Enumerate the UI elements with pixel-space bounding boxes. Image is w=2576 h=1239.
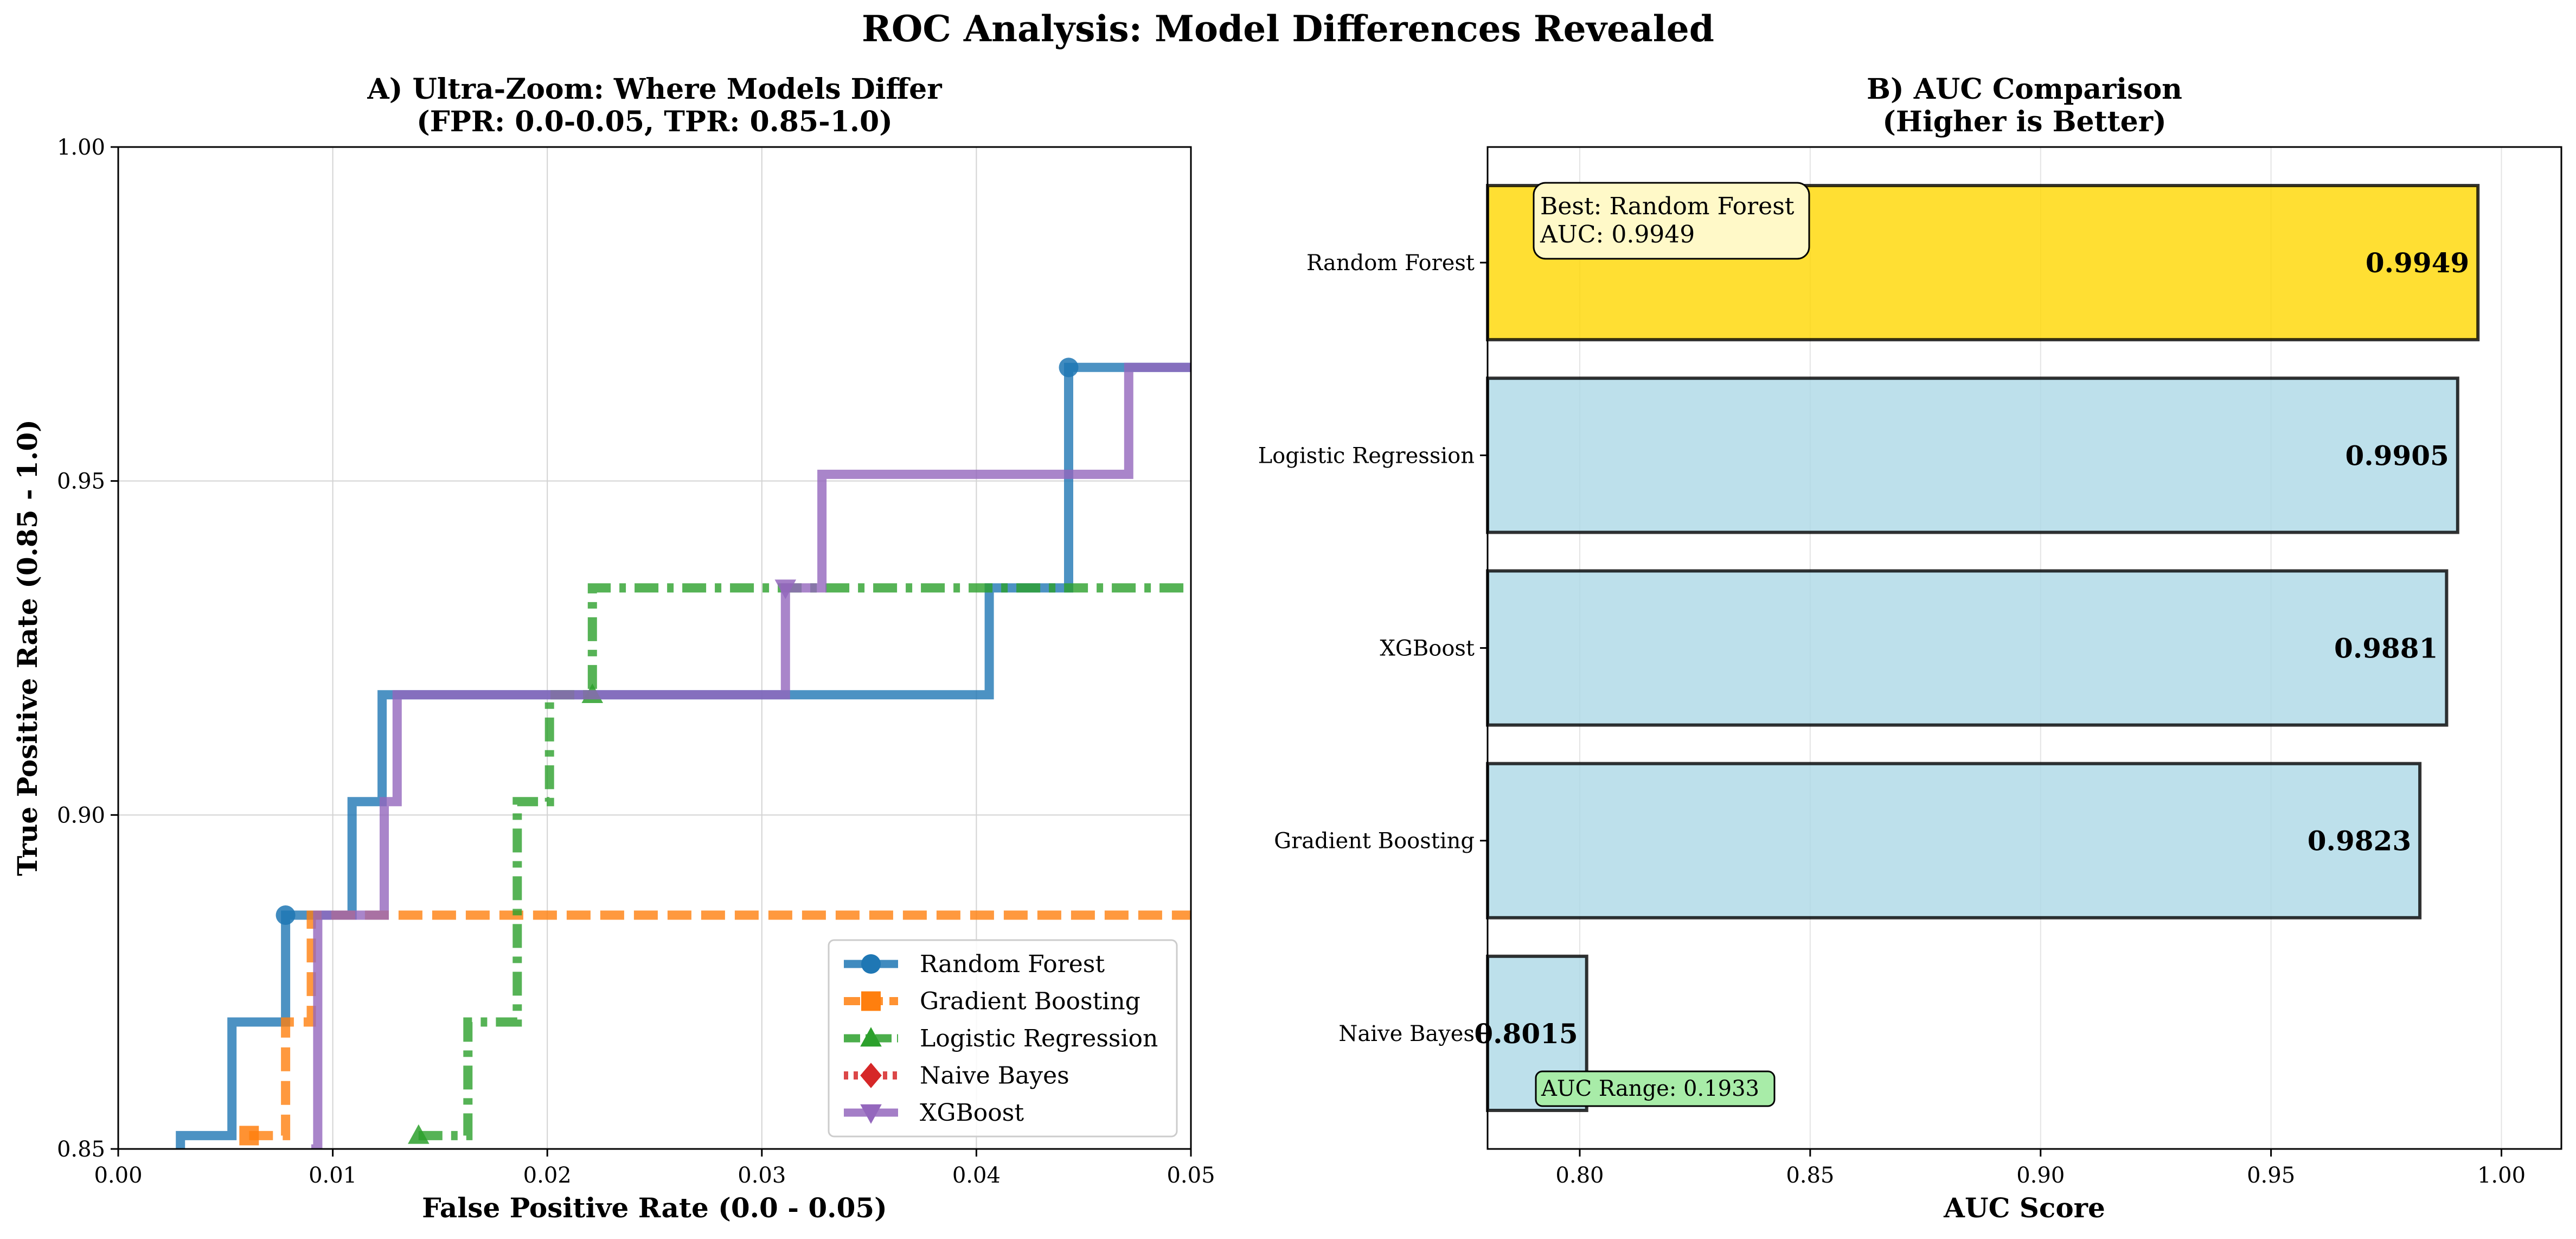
roc-marker-random-forest [275,905,296,925]
y-tick-label: 0.85 [57,1137,105,1162]
best-model-callout-text: Best: Random Forest [1540,193,1795,220]
x-tick-label: 0.01 [309,1163,357,1188]
roc-x-axis-label: False Positive Rate (0.0 - 0.05) [422,1192,887,1224]
roc-marker-gradient-boosting [239,1126,259,1146]
roc-curve-random-forest [176,362,1191,1149]
roc-y-axis-label: True Positive Rate (0.85 - 1.0) [11,419,43,876]
auc-bar-logistic-regression [1486,376,2459,534]
legend-marker-xgboost [860,1104,882,1124]
roc-plot-frame [117,146,1192,1150]
x-tick-label: 1.00 [2477,1163,2526,1188]
auc-comparison-panel: B) AUC Comparison (Higher is Better) 0.99… [1258,73,2562,1224]
roc-curve-xgboost [311,362,1191,1149]
title-line: A) Ultra-Zoom: Where Models Differ [367,73,942,106]
auc-range-callout-box [1535,1070,1776,1107]
legend-label-logistic-regression: Logistic Regression [920,1025,1158,1052]
legend-marker-logistic-regression [860,1027,882,1047]
best-model-callout-text: AUC: 0.9949 [1540,221,1695,248]
x-tick-label: 0.95 [2247,1163,2295,1188]
auc-range-callout-text: AUC Range: 0.1933 [1541,1076,1759,1101]
x-tick-label: 0.80 [1555,1163,1604,1188]
legend-label-xgboost: XGBoost [920,1099,1024,1127]
title-line: B) AUC Comparison [1867,73,2182,106]
y-tick-label: Logistic Regression [1258,443,1475,468]
roc-axis-ticks: 0.00 0.01 0.02 0.03 0.04 0.05 0.85 0.90 0.95 1.00 [57,135,1215,1188]
y-tick-label: 1.00 [57,135,105,160]
roc-marker-logistic-regression [408,1124,430,1144]
auc-value-label: 0.8015 [1474,1018,1578,1050]
roc-marker-xgboost [774,579,797,599]
auc-bar-xgboost [1486,569,2449,727]
legend-label-naive-bayes: Naive Bayes [920,1062,1069,1090]
x-tick-label: 0.03 [738,1163,786,1188]
x-tick-label: 0.85 [1786,1163,1834,1188]
auc-value-label: 0.9905 [2345,439,2449,471]
roc-curves [176,357,1191,1149]
y-tick-label: XGBoost [1380,636,1475,661]
y-tick-label: Random Forest [1306,251,1475,276]
roc-panel-title: A) Ultra-Zoom: Where Models Differ (FPR: … [367,73,942,138]
y-tick-label: 0.90 [57,803,105,828]
roc-zoom-panel: A) Ultra-Zoom: Where Models Differ (FPR: … [11,73,1215,1224]
legend-label-random-forest: Random Forest [920,950,1105,978]
legend-marker-random-forest [861,954,881,974]
x-tick-label: 0.90 [2016,1163,2065,1188]
auc-bar-gradient-boosting [1486,762,2422,919]
figure-title: ROC Analysis: Model Differences Revealed [862,8,1714,50]
legend-frame [828,939,1178,1138]
roc-marker-random-forest [1059,357,1079,378]
auc-panel-title: B) AUC Comparison (Higher is Better) [1867,73,2182,138]
x-tick-label: 0.05 [1167,1163,1215,1188]
auc-bars: 0.9949 0.9905 0.9881 0.9823 0.8015 [1474,184,2480,1112]
roc-curve-logistic-regression [418,583,1191,1140]
auc-axis-ticks: 0.80 0.85 0.90 0.95 1.00 Random Forest Logisti… [1258,251,2526,1188]
auc-x-axis-label: AUC Score [1943,1192,2105,1224]
title-line: (Higher is Better) [1882,105,2167,138]
x-tick-label: 0.04 [952,1163,1001,1188]
y-tick-label: 0.95 [57,469,105,494]
auc-value-label: 0.9881 [2334,633,2438,665]
legend-marker-naive-bayes [860,1063,882,1088]
auc-value-label: 0.9823 [2308,825,2411,857]
roc-legend: Random Forest Gradient Boosting Logistic R… [828,939,1178,1138]
x-tick-label: 0.02 [523,1163,572,1188]
legend-label-gradient-boosting: Gradient Boosting [920,988,1140,1016]
best-model-callout-box [1533,182,1810,260]
y-tick-label: Naive Bayes [1338,1021,1475,1046]
x-tick-label: 0.00 [94,1163,142,1188]
y-tick-label: Gradient Boosting [1274,829,1475,854]
auc-value-label: 0.9949 [2366,247,2469,279]
legend-marker-gradient-boosting [861,991,881,1011]
title-line: (FPR: 0.0-0.05, TPR: 0.85-1.0) [416,105,893,138]
